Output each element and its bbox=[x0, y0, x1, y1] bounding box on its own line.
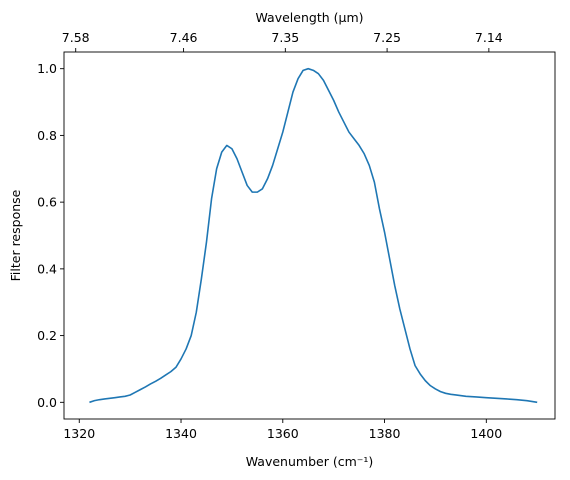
x-tick-label: 1400 bbox=[470, 426, 502, 441]
filter-response-line bbox=[89, 67, 538, 404]
top-tick-label: 7.58 bbox=[62, 30, 90, 45]
ticks-layer: 1320 1340 1360 1380 1400 0.0 0.2 0.4 0.6 0.8 1.0 7.… bbox=[37, 30, 503, 441]
x-tick-label: 1340 bbox=[165, 426, 197, 441]
x-tick-label: 1380 bbox=[369, 426, 401, 441]
y-tick-label: 0.2 bbox=[37, 328, 57, 343]
y-tick-label: 0.6 bbox=[37, 195, 57, 210]
y-tick-label: 1.0 bbox=[37, 61, 57, 76]
top-tick-label: 7.14 bbox=[475, 30, 503, 45]
top-tick-label: 7.46 bbox=[170, 30, 198, 45]
top-tick-label: 7.25 bbox=[373, 30, 401, 45]
top-axis-label: Wavelength (μm) bbox=[255, 10, 363, 25]
x-tick-label: 1360 bbox=[267, 426, 299, 441]
y-tick-label: 0.4 bbox=[37, 261, 57, 276]
y-tick-label: 0.8 bbox=[37, 128, 57, 143]
x-tick-label: 1320 bbox=[63, 426, 95, 441]
x-axis-label: Wavenumber (cm⁻¹) bbox=[246, 454, 373, 469]
y-tick-label: 0.0 bbox=[37, 395, 57, 410]
y-axis-label: Filter response bbox=[8, 189, 23, 281]
plot-frame bbox=[63, 51, 556, 420]
top-tick-label: 7.35 bbox=[271, 30, 299, 45]
